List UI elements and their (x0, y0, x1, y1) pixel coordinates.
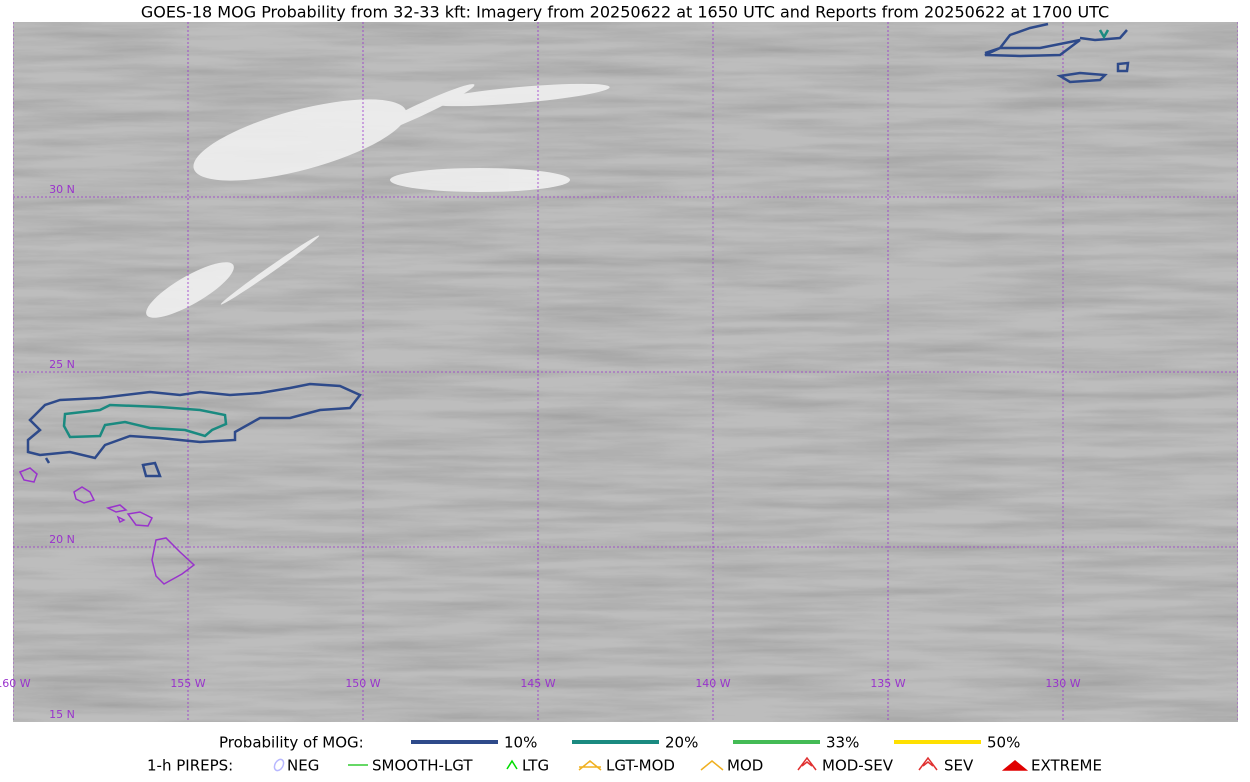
pirep-symbol (1001, 760, 1029, 771)
lon-label: 150 W (345, 677, 380, 690)
lon-label: 145 W (520, 677, 555, 690)
map (13, 22, 1238, 722)
lon-label: 160 W (0, 677, 31, 690)
lat-label: 15 N (49, 708, 75, 721)
pirep-symbol (578, 760, 602, 771)
legend-label: SMOOTH-LGT (372, 757, 473, 775)
lat-label: 25 N (49, 358, 75, 371)
legend-label: MOD (727, 757, 763, 775)
legend-label: 20% (665, 734, 698, 752)
lon-label: 130 W (1045, 677, 1080, 690)
lat-label: 20 N (49, 533, 75, 546)
legend-title: 1-h PIREPS: (147, 757, 233, 775)
legend-label: LGT-MOD (606, 757, 675, 775)
lon-label: 155 W (170, 677, 205, 690)
legend-title: Probability of MOG: (219, 734, 364, 752)
pirep-symbol (700, 760, 724, 771)
legend-label: 50% (987, 734, 1020, 752)
pirep-symbol (273, 758, 285, 772)
lon-label: 135 W (870, 677, 905, 690)
pirep-symbol (506, 759, 518, 770)
coastlines (18, 467, 196, 585)
lon-label: 140 W (695, 677, 730, 690)
legend-label: MOD-SEV (822, 757, 894, 775)
lat-label: 30 N (49, 183, 75, 196)
legend-label: EXTREME (1031, 757, 1102, 775)
pirep-symbol (918, 756, 938, 771)
legend-label: LTG (522, 757, 549, 775)
legend-label: 33% (826, 734, 859, 752)
bright-clouds (146, 83, 610, 318)
grid (13, 22, 1238, 722)
legend-label: SEV (944, 757, 974, 775)
legend-label: 10% (504, 734, 537, 752)
pirep-symbol (797, 756, 817, 771)
grid-labels: 30 N 25 N 20 N 15 N 160 W 155 W 150 W 145 W 140 … (0, 183, 1081, 721)
legend: Probability of MOG: 10% 20% 33% 50% 1-h PIREP… (147, 734, 1102, 775)
title: GOES-18 MOG Probability from 32-33 kft: … (141, 3, 1109, 22)
mog-contours (26, 22, 1130, 478)
legend-label: NEG (287, 757, 319, 775)
